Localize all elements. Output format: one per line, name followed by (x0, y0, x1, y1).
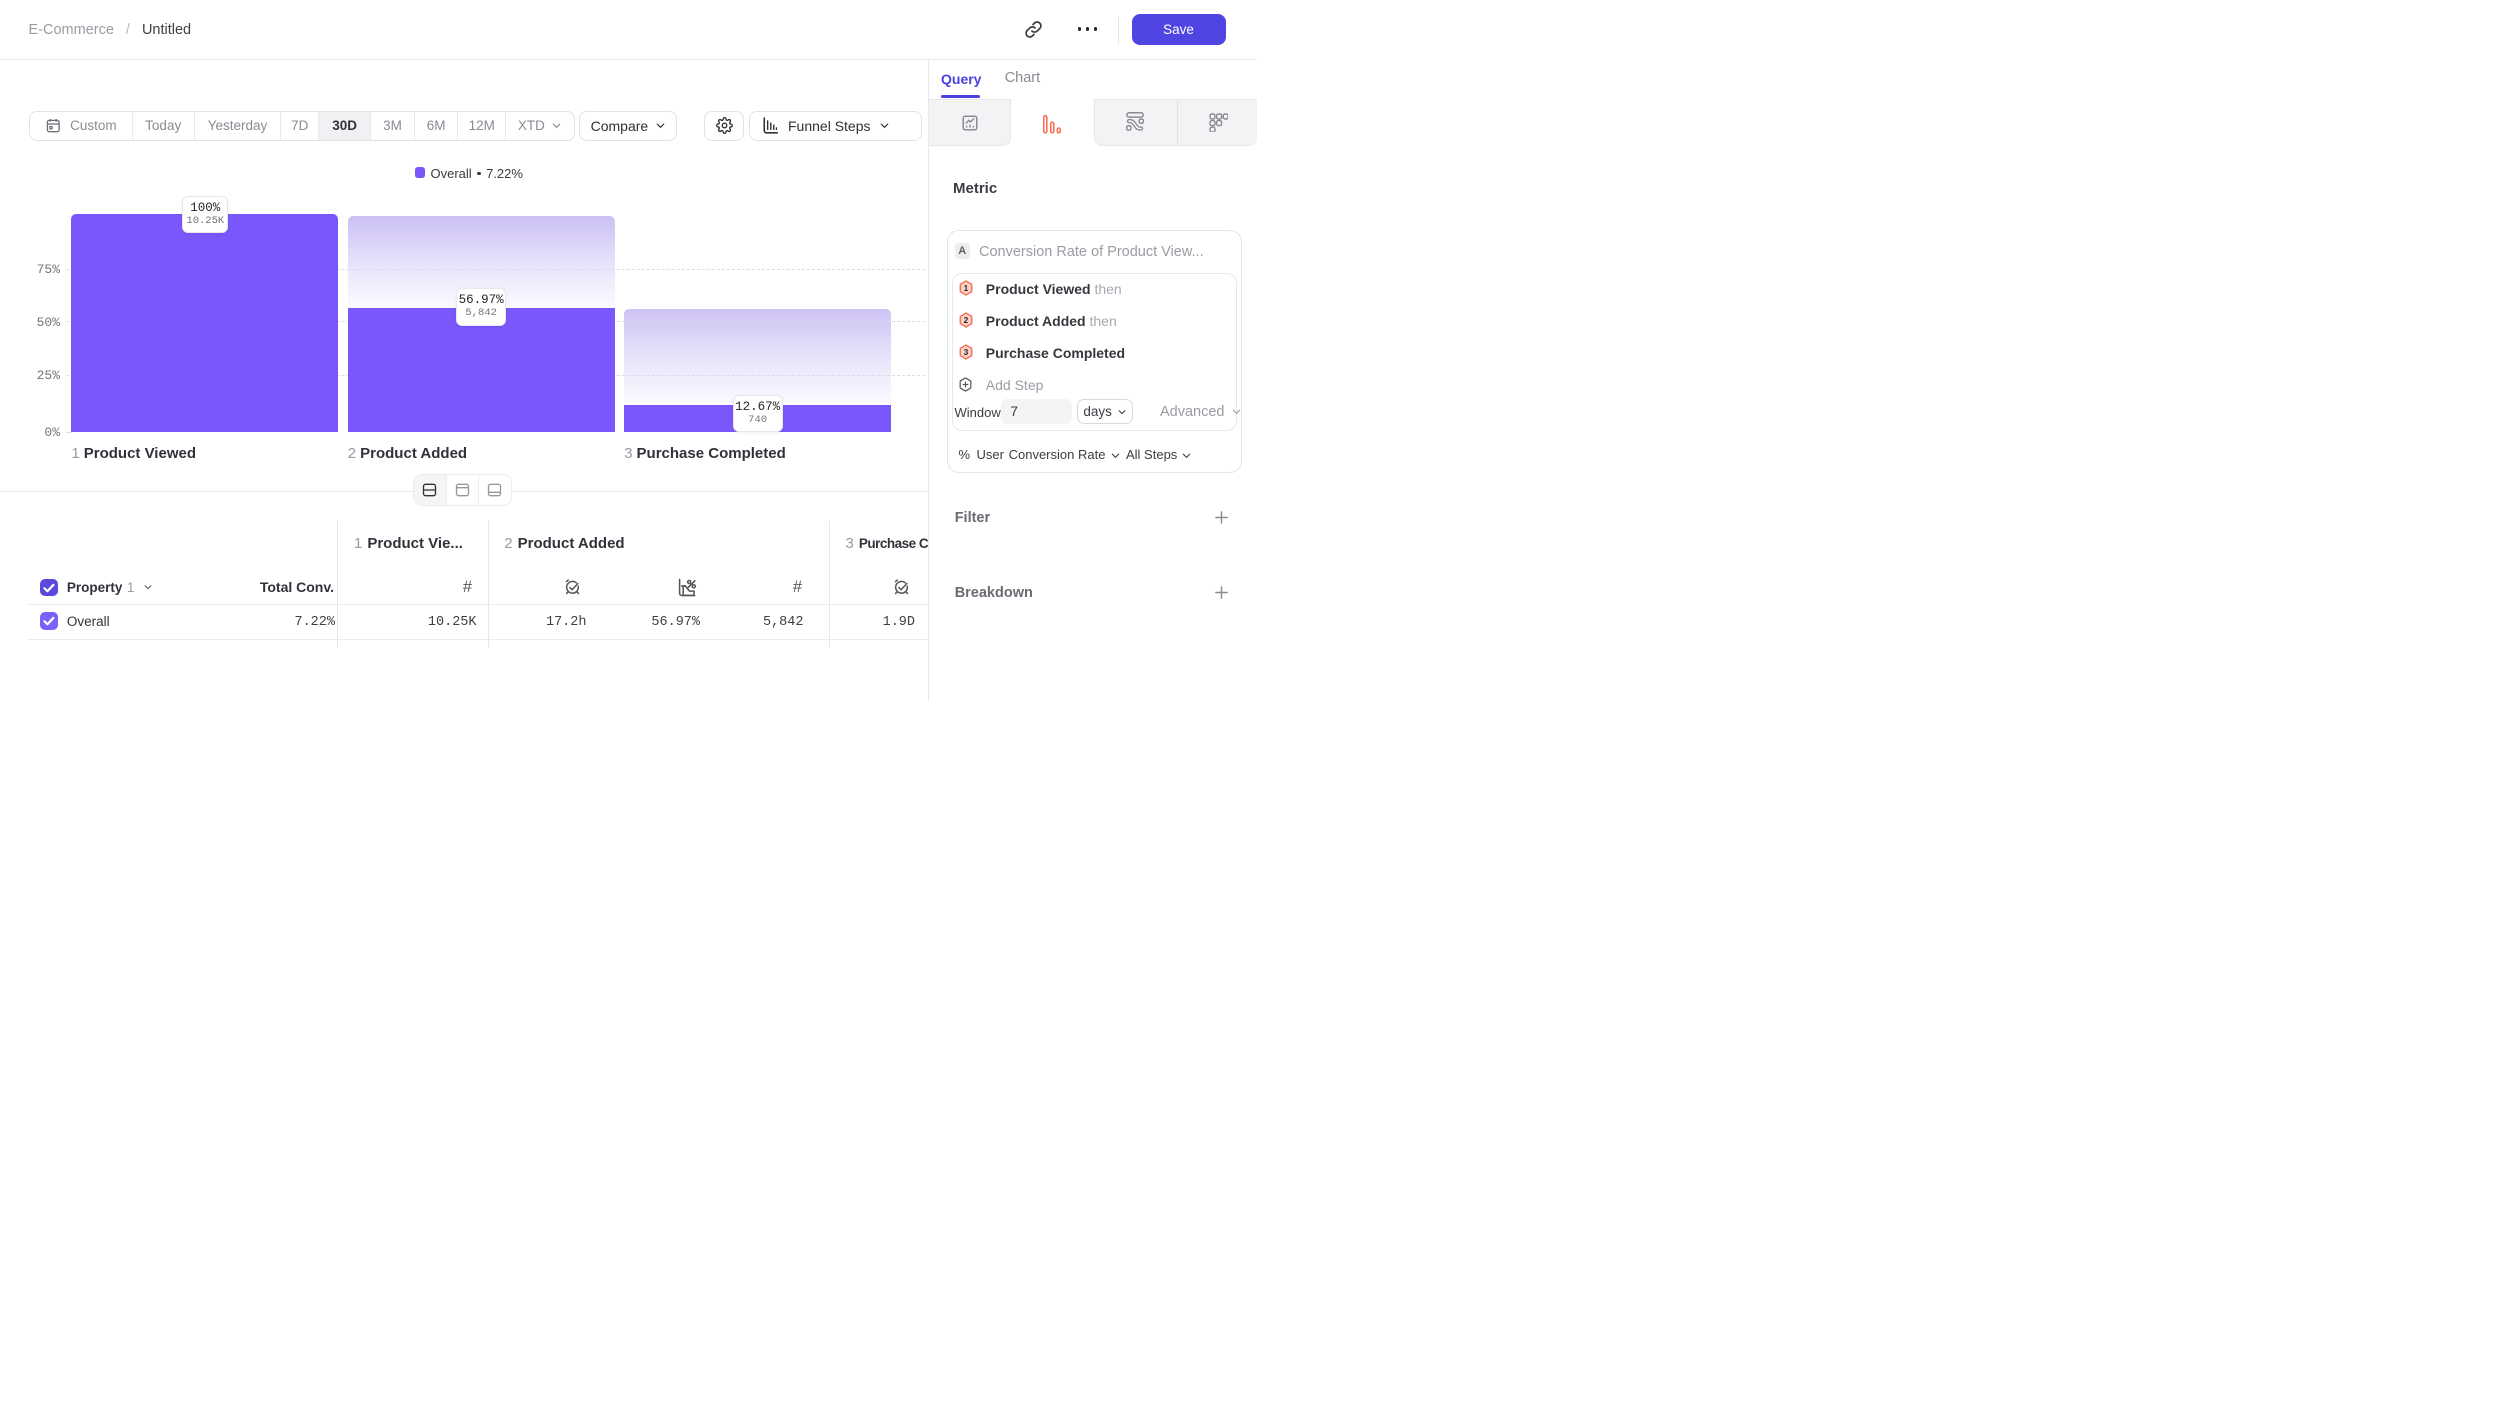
svg-text:2: 2 (963, 315, 968, 325)
svg-text:3: 3 (963, 347, 968, 357)
svg-text:1: 1 (963, 283, 968, 293)
